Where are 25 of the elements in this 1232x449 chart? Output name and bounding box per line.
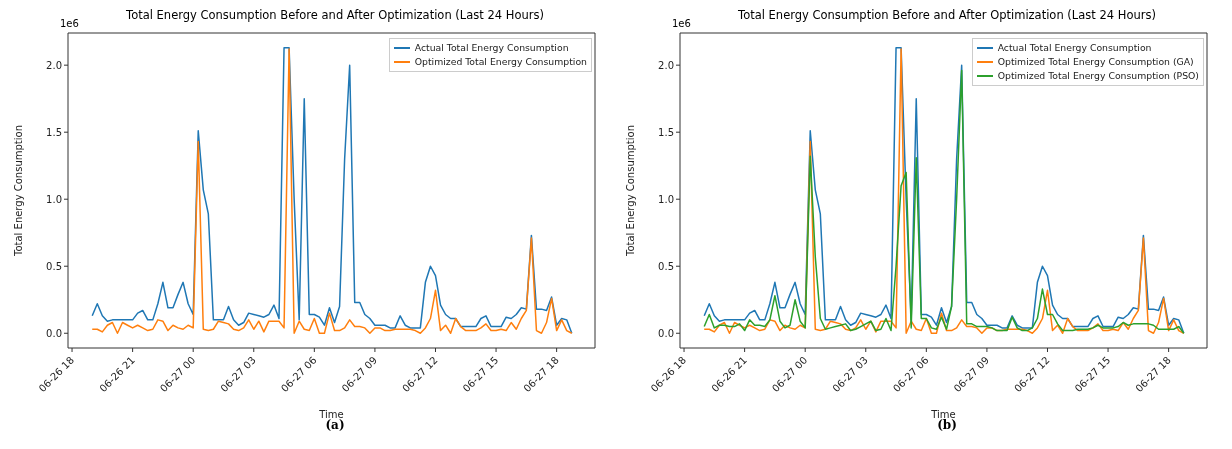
chart-title: Total Energy Consumption Before and After Optimization (Last 24 Hours) — [126, 8, 544, 22]
y-tick-label: 1.0 — [658, 193, 674, 205]
y-tick-label: 0.0 — [658, 327, 674, 339]
legend-label: Actual Total Energy Consumption — [414, 41, 569, 55]
text: 1e6 — [672, 18, 691, 29]
text: 1e6 — [60, 18, 79, 29]
legend-label: Optimized Total Energy Consumption — [414, 55, 587, 69]
y-tick-label: 0.5 — [658, 260, 674, 272]
y-axis-title: Total Energy Consumption — [12, 125, 24, 257]
y-tick-label: 2.0 — [658, 59, 674, 71]
y-tick-label: 1.0 — [46, 193, 62, 205]
y-tick-label: 1.5 — [658, 126, 674, 138]
chart-title: Total Energy Consumption Before and After Optimization (Last 24 Hours) — [738, 8, 1156, 22]
text: (a) — [325, 418, 346, 432]
y-axis-title: Total Energy Consumption — [624, 125, 636, 257]
y-tick-label: 1.5 — [46, 126, 62, 138]
text: (b) — [937, 418, 958, 432]
legend-label: Optimized Total Energy Consumption (PSO) — [997, 69, 1199, 83]
y-tick-label: 0.0 — [46, 327, 62, 339]
x-axis-title: Time — [318, 409, 344, 420]
legend-label: Optimized Total Energy Consumption (GA) — [997, 55, 1194, 69]
legend-label: Actual Total Energy Consumption — [997, 41, 1152, 55]
x-axis-title: Time — [930, 409, 956, 420]
y-tick-label: 2.0 — [46, 59, 62, 71]
y-tick-label: 0.5 — [46, 260, 62, 272]
